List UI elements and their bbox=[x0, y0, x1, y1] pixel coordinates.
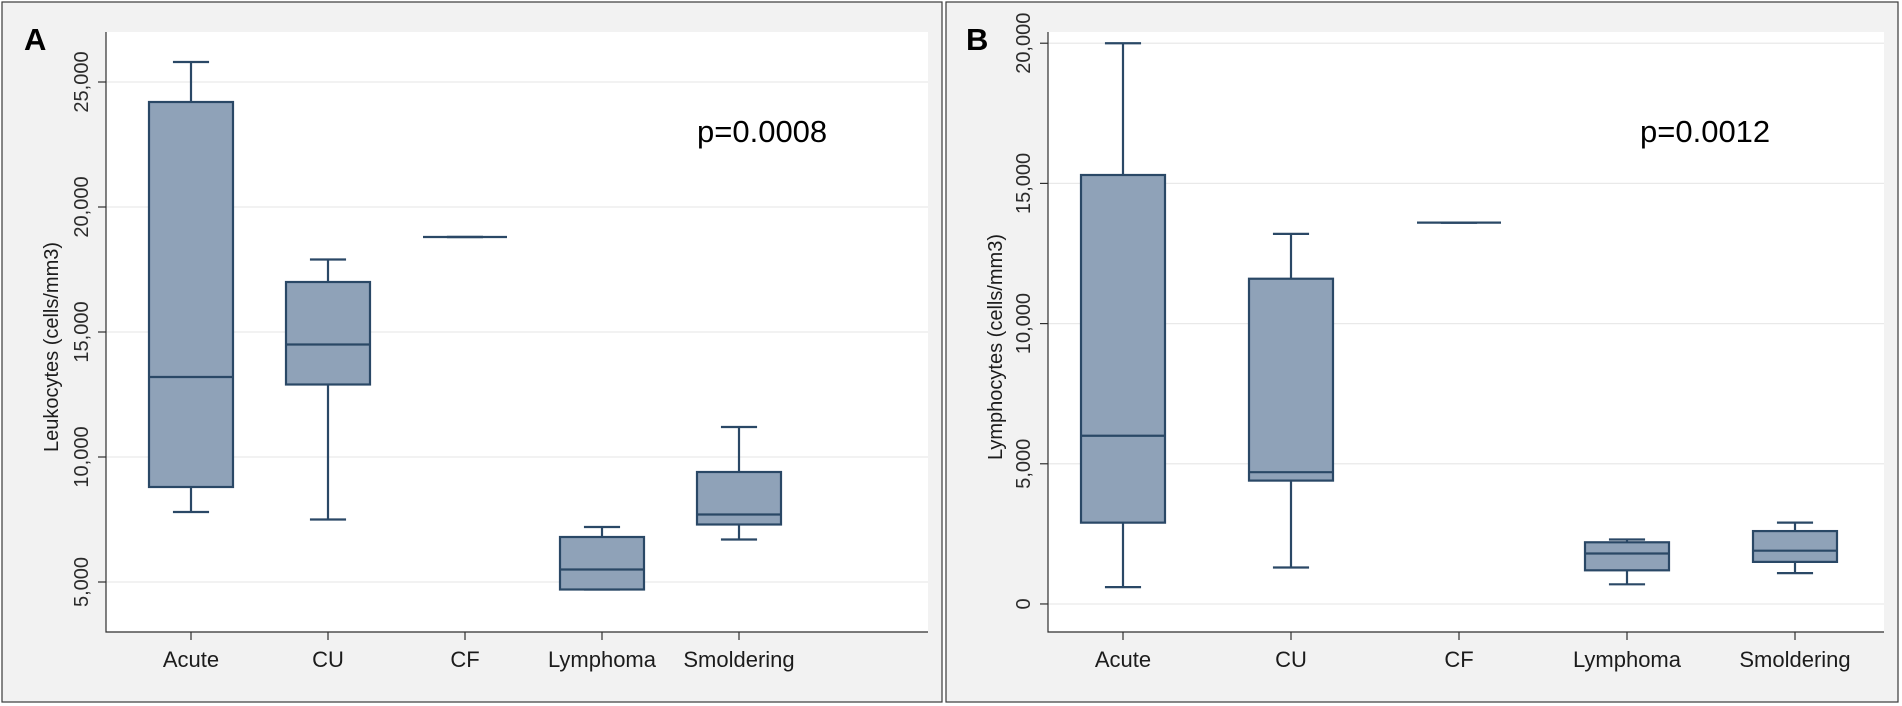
x-tick-label: Smoldering bbox=[1739, 647, 1850, 672]
box-lymphoma bbox=[558, 525, 646, 591]
panel-b-boxes bbox=[1079, 42, 1839, 589]
iqr-box bbox=[1079, 173, 1167, 524]
y-tick-label: 20,000 bbox=[1013, 13, 1035, 74]
x-tick-label: CF bbox=[450, 647, 479, 672]
panel-a: 5,000 10,000 15,000 20,000 25,000 Acute CU CF L… bbox=[1, 1, 943, 703]
box-acute bbox=[147, 60, 235, 514]
panel-a-p-value: p=0.0008 bbox=[697, 114, 827, 149]
y-tick-label: 10,000 bbox=[1013, 293, 1035, 354]
x-tick-label: Acute bbox=[163, 647, 219, 672]
x-tick-label: CF bbox=[1444, 647, 1473, 672]
box-acute bbox=[1079, 42, 1167, 589]
y-tick-label: 0 bbox=[1013, 598, 1035, 609]
panel-a-y-ticks: 5,000 10,000 15,000 20,000 25,000 bbox=[71, 51, 106, 607]
iqr-box bbox=[147, 100, 235, 489]
y-tick-label: 5,000 bbox=[71, 557, 93, 607]
panel-a-x-ticks: Acute CU CF Lymphoma Smoldering bbox=[163, 632, 795, 672]
x-tick-label: Lymphoma bbox=[548, 647, 657, 672]
x-tick-label: Acute bbox=[1095, 647, 1151, 672]
box-cu bbox=[1247, 232, 1335, 569]
panel-b-y-ticks: 0 5,000 10,000 15,000 20,000 bbox=[1013, 13, 1048, 610]
iqr-box bbox=[284, 280, 372, 386]
panel-b-axes bbox=[1047, 32, 1884, 633]
y-tick-label: 5,000 bbox=[1013, 439, 1035, 489]
iqr-box bbox=[1583, 541, 1671, 572]
panel-b-y-axis-label: Lymphocytes (cells/mm3) bbox=[985, 234, 1007, 460]
iqr-box bbox=[695, 470, 783, 526]
panel-b-gridlines bbox=[1048, 42, 1884, 605]
iqr-box bbox=[1247, 277, 1335, 482]
y-tick-label: 20,000 bbox=[71, 176, 93, 237]
box-cu bbox=[284, 258, 372, 521]
iqr-box bbox=[558, 535, 646, 591]
y-tick-label: 10,000 bbox=[71, 426, 93, 487]
x-tick-label: Lymphoma bbox=[1573, 647, 1682, 672]
y-tick-label: 25,000 bbox=[71, 51, 93, 112]
x-tick-label: Smoldering bbox=[683, 647, 794, 672]
x-tick-label: CU bbox=[1275, 647, 1307, 672]
panel-b-plot-area bbox=[1048, 32, 1884, 632]
y-tick-label: 15,000 bbox=[1013, 153, 1035, 214]
x-tick-label: CU bbox=[312, 647, 344, 672]
panel-a-boxes bbox=[147, 60, 783, 591]
box-smoldering bbox=[695, 425, 783, 541]
panel-a-axes bbox=[105, 32, 928, 633]
panel-b-x-ticks: Acute CU CF Lymphoma Smoldering bbox=[1095, 632, 1851, 672]
y-tick-label: 15,000 bbox=[71, 301, 93, 362]
panel-b-p-value: p=0.0012 bbox=[1640, 114, 1770, 149]
panel-a-gridlines bbox=[106, 81, 928, 583]
panel-b: 0 5,000 10,000 15,000 20,000 Acute CU CF Lympho… bbox=[945, 1, 1899, 703]
box-lymphoma bbox=[1583, 538, 1671, 586]
iqr-box bbox=[1751, 529, 1839, 564]
box-smoldering bbox=[1751, 521, 1839, 575]
panel-a-label: A bbox=[24, 22, 46, 57]
panel-a-y-axis-label: Leukocytes (cells/mm3) bbox=[41, 242, 63, 452]
panel-b-label: B bbox=[966, 22, 988, 57]
